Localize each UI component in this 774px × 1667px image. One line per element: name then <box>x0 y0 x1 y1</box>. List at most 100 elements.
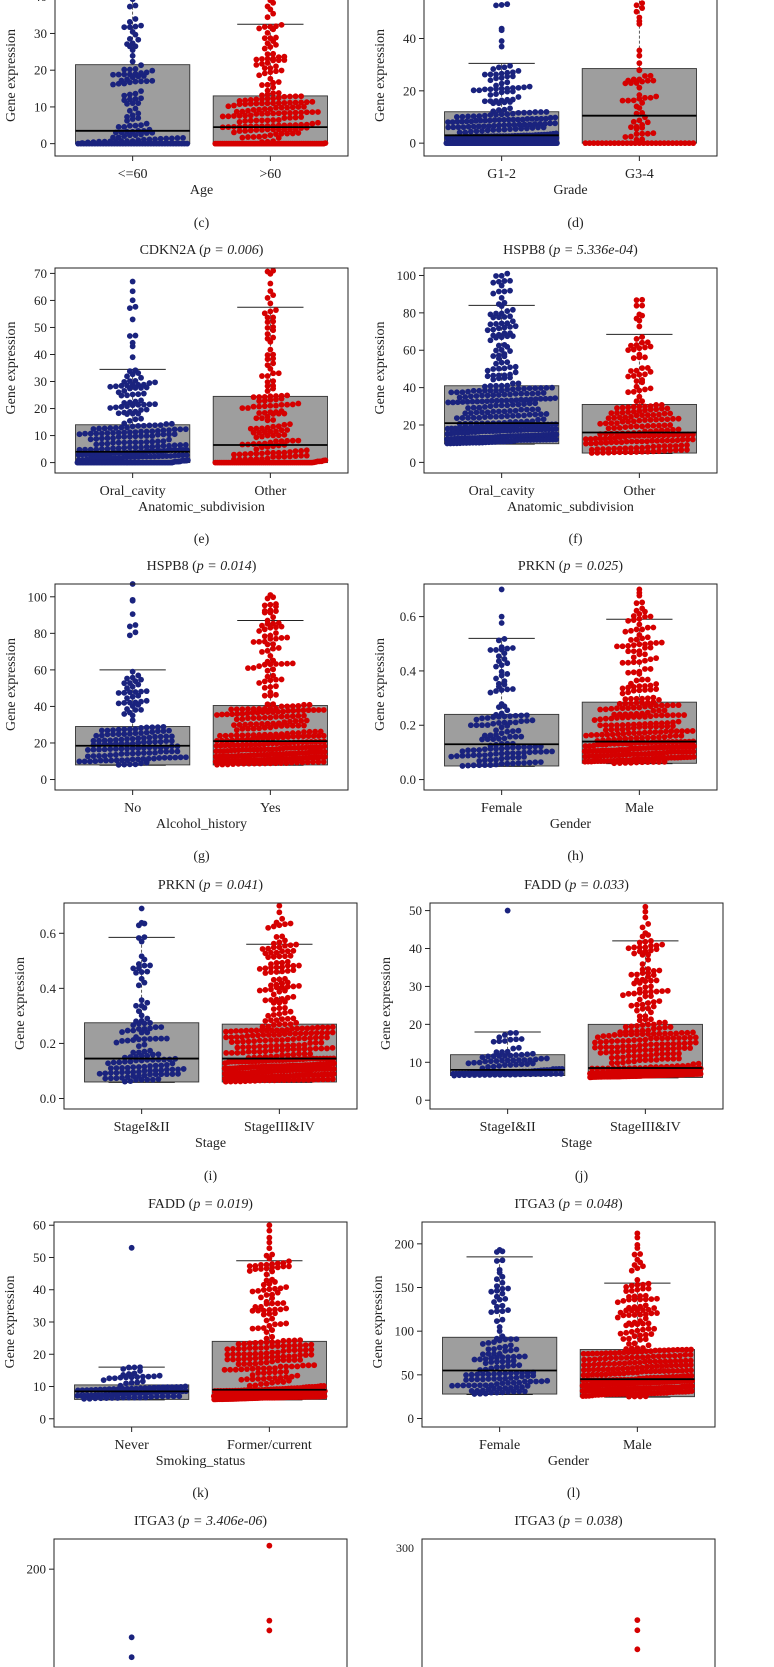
data-point <box>639 1022 646 1028</box>
data-point <box>595 1366 602 1373</box>
data-point <box>509 88 516 95</box>
data-point <box>296 962 302 969</box>
data-point <box>152 1071 159 1078</box>
data-point <box>490 290 497 297</box>
data-point <box>102 1070 109 1077</box>
data-point <box>269 1295 276 1302</box>
data-point <box>256 966 263 972</box>
data-point <box>678 447 685 453</box>
data-point <box>515 380 522 387</box>
data-point <box>126 623 133 630</box>
data-point <box>505 1285 511 1292</box>
data-point <box>267 402 274 409</box>
data-point <box>498 2 505 8</box>
data-point <box>507 313 513 320</box>
data-point <box>642 938 649 945</box>
data-point <box>124 675 130 682</box>
data-point <box>132 23 139 30</box>
data-point <box>485 1346 492 1353</box>
data-point <box>493 1058 500 1064</box>
data-point <box>634 1349 641 1355</box>
data-point <box>463 1377 469 1383</box>
data-point <box>330 1065 337 1072</box>
data-point <box>639 759 646 766</box>
data-point <box>640 1285 646 1292</box>
data-point <box>644 130 651 137</box>
data-point <box>656 967 663 974</box>
data-point <box>670 1045 677 1052</box>
data-point <box>640 1307 646 1313</box>
data-point <box>634 1327 641 1334</box>
data-point <box>526 749 533 756</box>
data-point <box>607 1371 614 1377</box>
data-point <box>297 1337 304 1344</box>
data-point <box>121 711 128 717</box>
data-point <box>630 714 637 720</box>
data-point <box>636 944 643 951</box>
data-point <box>501 324 508 331</box>
data-point <box>217 732 223 739</box>
data-point <box>128 1379 135 1386</box>
data-point <box>471 1072 478 1078</box>
data-point <box>636 21 643 27</box>
data-point <box>633 378 640 384</box>
data-point <box>245 1038 252 1045</box>
data-point <box>286 1263 292 1270</box>
data-point <box>634 1369 641 1376</box>
data-point <box>553 135 560 141</box>
data-point <box>518 733 525 740</box>
data-point <box>138 706 144 713</box>
data-point <box>273 1042 280 1049</box>
y-axis-label: Gene expression <box>373 638 388 731</box>
data-point <box>616 1370 623 1377</box>
data-point <box>602 722 609 729</box>
data-point <box>481 383 488 390</box>
data-point <box>129 58 136 65</box>
data-point <box>302 1342 309 1349</box>
data-point <box>453 753 460 759</box>
data-point <box>499 1257 506 1264</box>
data-point <box>115 124 122 130</box>
data-point <box>487 86 494 93</box>
data-point <box>96 1070 103 1077</box>
data-point <box>275 135 282 141</box>
data-point <box>290 967 297 974</box>
data-point <box>608 715 615 722</box>
p-value: p = 0.033 <box>568 878 624 893</box>
y-tick-label: 100 <box>28 589 48 604</box>
data-point <box>121 680 128 687</box>
data-point <box>491 1346 497 1352</box>
data-point <box>631 1359 638 1366</box>
data-point <box>274 1379 281 1385</box>
data-point <box>274 1264 281 1271</box>
data-point <box>513 1384 520 1391</box>
data-point <box>264 735 271 742</box>
data-point <box>633 759 640 766</box>
data-point <box>275 410 282 417</box>
data-point <box>270 370 277 377</box>
data-point <box>625 409 632 415</box>
data-point <box>639 1354 646 1361</box>
data-point <box>622 449 629 456</box>
data-point <box>513 1030 519 1036</box>
data-point <box>666 1352 673 1359</box>
data-point <box>504 660 511 667</box>
data-point <box>268 1017 274 1024</box>
data-point <box>538 1055 545 1062</box>
data-point <box>614 405 620 411</box>
data-point <box>642 903 649 910</box>
data-point <box>515 94 522 100</box>
data-point <box>656 448 662 455</box>
data-point <box>119 757 125 764</box>
y-tick-label: 50 <box>409 903 422 918</box>
data-point <box>642 657 648 664</box>
data-point <box>267 69 274 76</box>
data-point <box>524 1061 531 1067</box>
data-point <box>259 373 265 379</box>
data-point <box>142 1385 148 1392</box>
data-point <box>639 626 646 633</box>
data-point <box>521 109 527 116</box>
data-point <box>252 1350 259 1357</box>
data-point <box>490 66 497 72</box>
data-point <box>233 732 240 739</box>
